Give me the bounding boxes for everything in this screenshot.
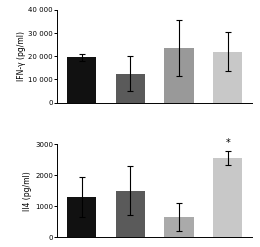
Y-axis label: IFN-γ (pg/ml): IFN-γ (pg/ml) bbox=[16, 31, 25, 81]
Bar bbox=[164, 48, 194, 103]
Y-axis label: Il4 (pg/ml): Il4 (pg/ml) bbox=[23, 171, 32, 211]
Text: *: * bbox=[225, 138, 230, 148]
Bar bbox=[67, 197, 96, 237]
Bar bbox=[67, 57, 96, 103]
Bar bbox=[116, 74, 145, 103]
Bar bbox=[213, 52, 242, 103]
Bar bbox=[116, 191, 145, 237]
Bar bbox=[164, 217, 194, 237]
Bar bbox=[213, 158, 242, 237]
